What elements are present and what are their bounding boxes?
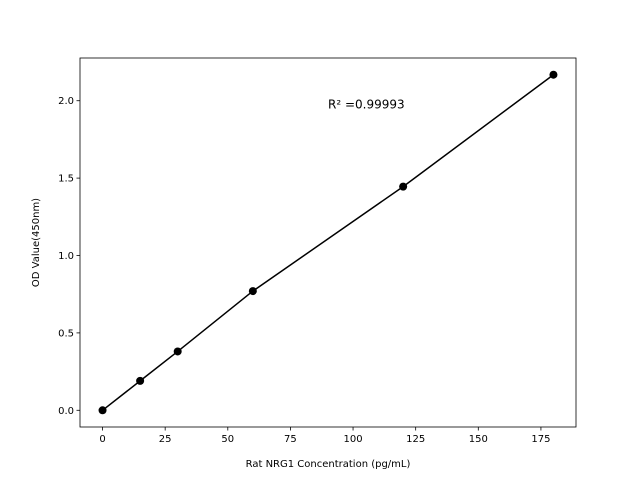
y-tick-label: 1.0 xyxy=(58,251,74,262)
x-tick-label: 0 xyxy=(99,434,105,445)
x-tick-label: 175 xyxy=(531,434,550,445)
y-tick-label: 1.5 xyxy=(58,174,74,185)
data-point xyxy=(173,347,182,356)
y-tick-label: 0.5 xyxy=(58,328,74,339)
x-tick-label: 125 xyxy=(406,434,425,445)
axes-frame xyxy=(79,57,577,428)
data-point xyxy=(549,70,558,79)
x-tick-label: 150 xyxy=(469,434,488,445)
data-point xyxy=(136,376,145,385)
x-tick-label: 50 xyxy=(221,434,234,445)
x-tick-label: 75 xyxy=(284,434,297,445)
data-point xyxy=(248,287,257,296)
y-axis-label: OD Value(450nm) xyxy=(31,198,42,287)
data-point xyxy=(399,182,408,191)
data-point xyxy=(98,406,107,415)
r-squared-annotation: R² =0.99993 xyxy=(328,97,405,111)
x-tick-label: 25 xyxy=(159,434,172,445)
y-tick-label: 0.0 xyxy=(58,406,74,417)
x-tick-label: 100 xyxy=(344,434,363,445)
y-tick-label: 2.0 xyxy=(58,96,74,107)
x-axis-label: Rat NRG1 Concentration (pg/mL) xyxy=(246,459,411,470)
series-line xyxy=(102,74,554,411)
